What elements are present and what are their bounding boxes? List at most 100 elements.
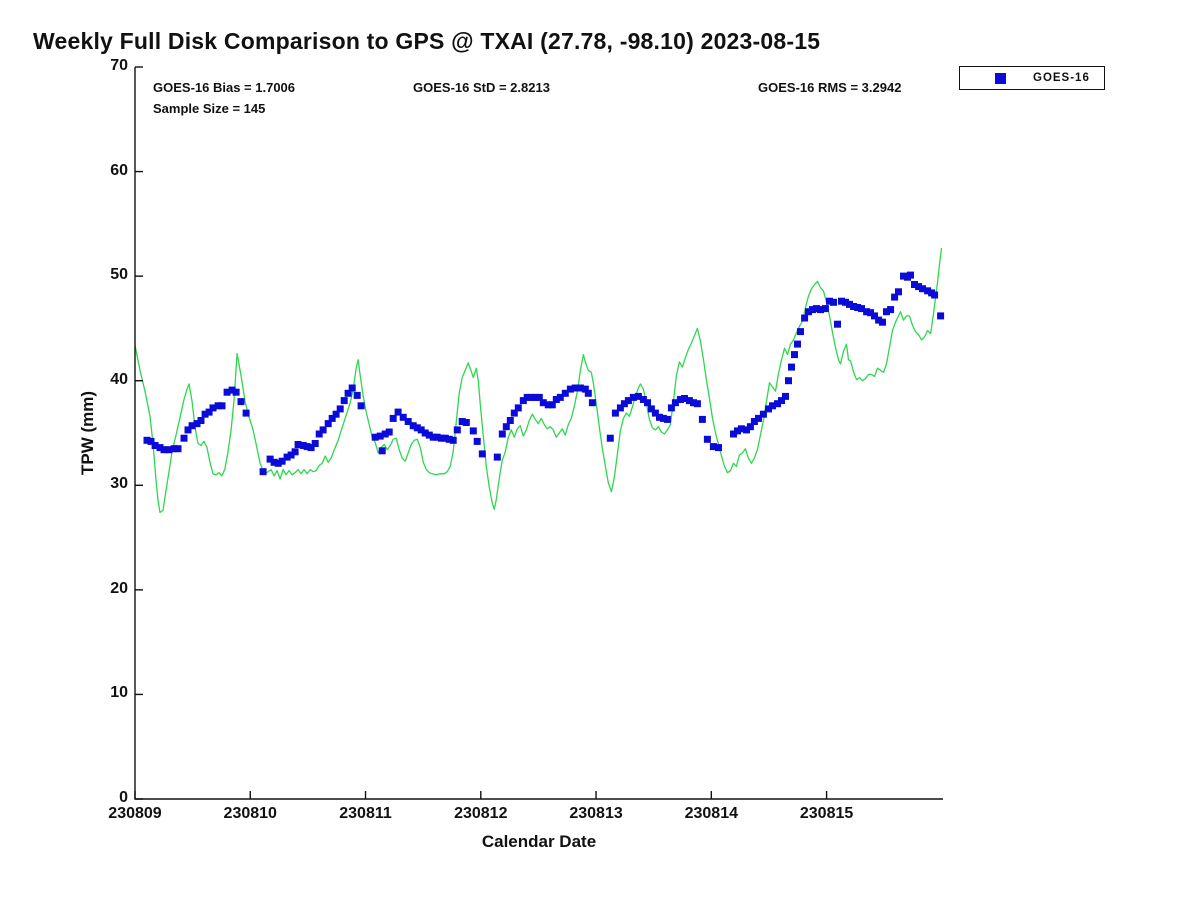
- goes16-marker: [879, 318, 886, 326]
- y-tick-label: 50: [110, 266, 128, 284]
- goes16-marker: [357, 402, 365, 410]
- goes16-marker: [937, 312, 945, 320]
- goes16-marker: [340, 397, 348, 405]
- goes16-marker: [759, 410, 767, 418]
- goes16-marker: [931, 291, 939, 299]
- goes16-marker: [765, 405, 772, 413]
- goes16-points: [143, 271, 945, 476]
- goes16-marker: [531, 393, 539, 401]
- goes16-marker: [644, 399, 651, 407]
- y-tick-label: 10: [110, 684, 128, 702]
- goes16-marker: [478, 450, 486, 458]
- goes16-marker: [629, 393, 637, 401]
- goes16-marker: [616, 404, 624, 412]
- goes16-marker: [858, 305, 865, 313]
- goes16-marker: [663, 415, 671, 423]
- goes16-marker: [445, 435, 453, 443]
- goes16-marker: [514, 404, 522, 412]
- goes16-marker: [506, 417, 514, 424]
- goes16-marker: [389, 414, 397, 422]
- goes16-marker: [147, 437, 155, 445]
- goes16-marker: [834, 320, 841, 328]
- goes16-marker: [307, 444, 315, 452]
- goes16-marker: [788, 363, 795, 371]
- goes16-marker: [143, 436, 151, 444]
- goes16-marker: [404, 418, 412, 425]
- goes16-marker: [371, 433, 379, 441]
- goes16-marker: [441, 434, 449, 442]
- goes16-marker: [544, 401, 552, 409]
- goes16-marker: [228, 386, 236, 394]
- goes16-marker: [193, 420, 201, 428]
- goes16-marker: [730, 430, 737, 438]
- y-tick-label: 0: [119, 789, 128, 806]
- goes16-marker: [413, 424, 421, 432]
- goes16-marker: [651, 409, 659, 417]
- goes16-marker: [809, 306, 816, 314]
- goes16-marker: [502, 423, 510, 431]
- goes16-marker: [634, 392, 642, 400]
- goes16-marker: [174, 445, 182, 453]
- goes16-marker: [812, 305, 820, 313]
- gps-line: [134, 247, 943, 514]
- goes16-marker: [911, 281, 918, 288]
- goes16-marker: [566, 385, 574, 393]
- goes16-marker: [778, 397, 785, 405]
- goes16-marker: [287, 451, 295, 459]
- stat-bias: GOES-16 Bias = 1.7006: [153, 80, 296, 95]
- goes16-marker: [737, 425, 745, 433]
- goes16-marker: [328, 414, 336, 422]
- goes16-marker: [237, 398, 245, 406]
- goes16-marker: [791, 351, 798, 359]
- goes16-marker: [769, 402, 776, 410]
- goes16-marker: [315, 430, 323, 438]
- y-tick-label: 20: [110, 579, 128, 597]
- goes16-marker: [715, 444, 722, 452]
- goes16-marker: [709, 443, 717, 451]
- goes16-marker: [676, 396, 684, 403]
- goes16-marker: [842, 298, 849, 306]
- goes16-marker: [156, 444, 164, 452]
- x-tick-label: 230813: [569, 805, 623, 822]
- goes16-marker: [821, 305, 829, 313]
- goes16-marker: [188, 422, 196, 430]
- goes16-marker: [746, 423, 754, 431]
- goes16-marker: [895, 288, 902, 296]
- goes16-marker: [394, 408, 402, 416]
- axes-frame: [134, 67, 943, 800]
- goes16-marker: [743, 426, 750, 434]
- goes16-marker: [291, 448, 299, 456]
- goes16-marker: [556, 393, 564, 401]
- goes16-marker: [378, 447, 386, 455]
- goes16-marker: [336, 405, 344, 413]
- goes16-marker: [817, 306, 824, 314]
- goes16-marker: [924, 287, 932, 295]
- goes16-marker: [656, 413, 663, 421]
- goes16-marker: [417, 426, 425, 434]
- goes16-marker: [576, 384, 584, 392]
- goes16-marker: [409, 422, 417, 430]
- goes16-marker: [399, 413, 407, 421]
- goes16-marker: [785, 377, 792, 385]
- goes16-marker: [429, 433, 437, 441]
- goes16-marker: [588, 399, 596, 407]
- goes16-marker: [782, 392, 789, 400]
- goes16-marker: [919, 285, 926, 293]
- goes16-marker: [344, 389, 352, 397]
- x-tick-label: 230811: [339, 805, 392, 822]
- goes16-marker: [671, 399, 679, 407]
- goes16-marker: [581, 385, 589, 393]
- legend-label: GOES-16: [1033, 72, 1090, 84]
- goes16-marker: [698, 415, 706, 423]
- goes16-marker: [201, 410, 209, 418]
- goes16-marker: [750, 418, 758, 425]
- goes16-marker: [458, 418, 466, 425]
- goes16-marker: [838, 297, 845, 305]
- goes16-marker: [376, 432, 384, 440]
- goes16-marker: [659, 414, 667, 422]
- goes16-marker: [907, 271, 914, 279]
- goes16-marker: [498, 430, 506, 438]
- goes16-marker: [223, 388, 231, 396]
- stat-rms: GOES-16 RMS = 3.2942: [758, 80, 902, 95]
- goes16-marker: [160, 446, 168, 454]
